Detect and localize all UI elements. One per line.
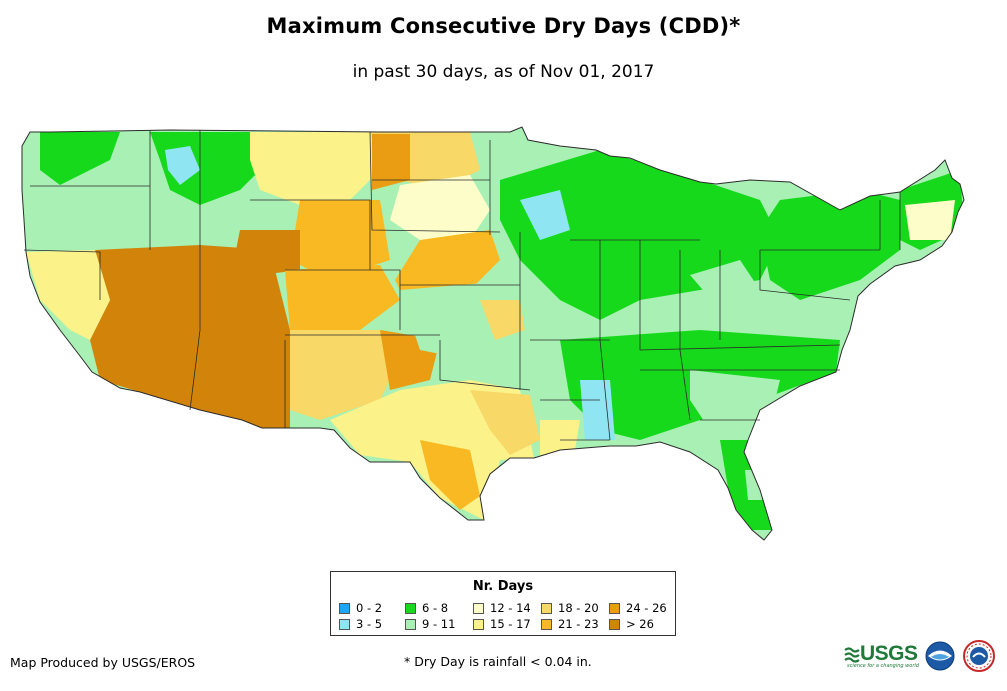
legend-label: 9 - 11 — [422, 617, 456, 631]
legend-swatch — [609, 603, 620, 614]
usgs-logo: USGS science for a changing world — [844, 642, 920, 669]
map-credit: Map Produced by USGS/EROS — [10, 655, 196, 670]
legend-label: 21 - 23 — [558, 617, 599, 631]
legend-swatch — [541, 619, 552, 630]
map-subtitle: in past 30 days, as of Nov 01, 2017 — [352, 62, 655, 82]
legend-label: > 26 — [626, 617, 654, 631]
legend-swatch — [609, 619, 620, 630]
legend-swatch — [405, 603, 416, 614]
legend-item: 21 - 23 — [541, 617, 599, 631]
legend-label: 24 - 26 — [626, 601, 667, 615]
legend-item: 0 - 2 — [339, 601, 382, 615]
legend-item: 3 - 5 — [339, 617, 382, 631]
legend-item: > 26 — [609, 617, 654, 631]
legend-label: 3 - 5 — [356, 617, 383, 631]
legend-item: 6 - 8 — [405, 601, 448, 615]
legend-label: 6 - 8 — [422, 601, 449, 615]
legend-label: 12 - 14 — [490, 601, 531, 615]
legend-swatch — [473, 619, 484, 630]
usgs-tagline: science for a changing world — [847, 663, 919, 669]
legend-swatch — [405, 619, 416, 630]
legend: Nr. Days 0 - 2 3 - 5 6 - 8 9 - 11 12 - 1… — [330, 571, 676, 636]
legend-item: 12 - 14 — [473, 601, 531, 615]
legend-label: 15 - 17 — [490, 617, 531, 631]
legend-swatch — [339, 603, 350, 614]
legend-item: 15 - 17 — [473, 617, 531, 631]
nws-logo — [963, 640, 995, 672]
legend-title: Nr. Days — [472, 579, 534, 594]
dry-day-footnote: * Dry Day is rainfall < 0.04 in. — [404, 654, 592, 669]
map-title: Maximum Consecutive Dry Days (CDD)* — [266, 14, 741, 38]
usgs-wordmark: USGS — [860, 642, 918, 665]
legend-item: 24 - 26 — [609, 601, 667, 615]
legend-item: 9 - 11 — [405, 617, 455, 631]
legend-label: 18 - 20 — [558, 601, 599, 615]
noaa-logo — [925, 641, 955, 671]
legend-swatch — [541, 603, 552, 614]
legend-item: 18 - 20 — [541, 601, 599, 615]
cdd-map — [21, 126, 965, 541]
usgs-wave-icon — [844, 647, 860, 663]
legend-swatch — [339, 619, 350, 630]
legend-label: 0 - 2 — [356, 601, 383, 615]
legend-grid: 0 - 2 3 - 5 6 - 8 9 - 11 12 - 14 15 - 17… — [339, 601, 669, 633]
legend-swatch — [473, 603, 484, 614]
